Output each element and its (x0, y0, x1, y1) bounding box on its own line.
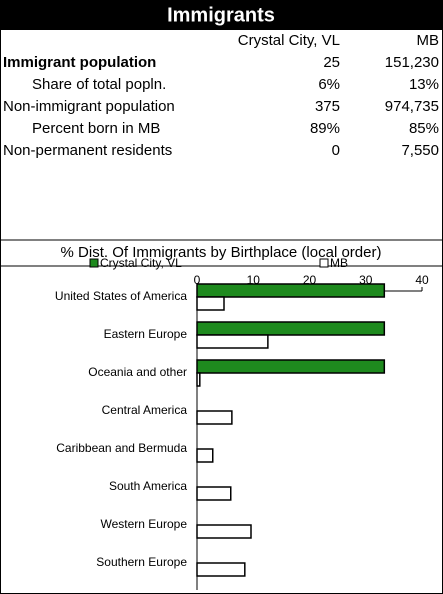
legend-swatch (319, 258, 329, 268)
legend-swatch (89, 258, 99, 268)
bar (196, 372, 201, 387)
cell: 974,735 (385, 98, 439, 115)
bar (196, 359, 386, 374)
legend-label: Crystal City, VL (100, 256, 182, 270)
title-bar (0, 0, 443, 30)
cell: 25 (323, 54, 340, 71)
category-label: Central America (102, 403, 188, 417)
cell: 7,550 (401, 142, 439, 159)
cell: 0 (332, 142, 340, 159)
cell: 375 (315, 98, 340, 115)
cell: 85% (409, 120, 439, 137)
bar (196, 524, 252, 539)
x-tick-label: 40 (415, 273, 429, 287)
row-label: Percent born in MB (32, 120, 160, 137)
bar (196, 448, 214, 463)
bar (196, 334, 269, 349)
row-label: Immigrant population (3, 54, 156, 71)
chart-title: % Dist. Of Immigrants by Birthplace (loc… (61, 244, 382, 261)
x-tick-label: 0 (194, 273, 201, 287)
row-label: Non-immigrant population (3, 98, 175, 115)
category-label: United States of America (55, 289, 187, 303)
cell: 13% (409, 76, 439, 93)
bar (196, 486, 232, 501)
column-header: Crystal City, VL (238, 32, 340, 49)
category-label: Western Europe (101, 517, 188, 531)
bar (196, 410, 233, 425)
category-label: South America (109, 479, 187, 493)
bar (196, 296, 225, 311)
category-label: Eastern Europe (104, 327, 188, 341)
category-label: Caribbean and Bermuda (56, 441, 187, 455)
cell: 89% (310, 120, 340, 137)
bar (196, 283, 386, 298)
row-label: Share of total popln. (32, 76, 166, 93)
category-label: Oceania and other (88, 365, 187, 379)
category-label: Southern Europe (96, 555, 187, 569)
bar (196, 321, 386, 336)
cell: 6% (318, 76, 340, 93)
table-title: Immigrants (167, 4, 275, 26)
bar (196, 562, 246, 577)
legend-label: MB (330, 256, 348, 270)
column-header: MB (417, 32, 440, 49)
row-label: Non-permanent residents (3, 142, 172, 159)
cell: 151,230 (385, 54, 439, 71)
